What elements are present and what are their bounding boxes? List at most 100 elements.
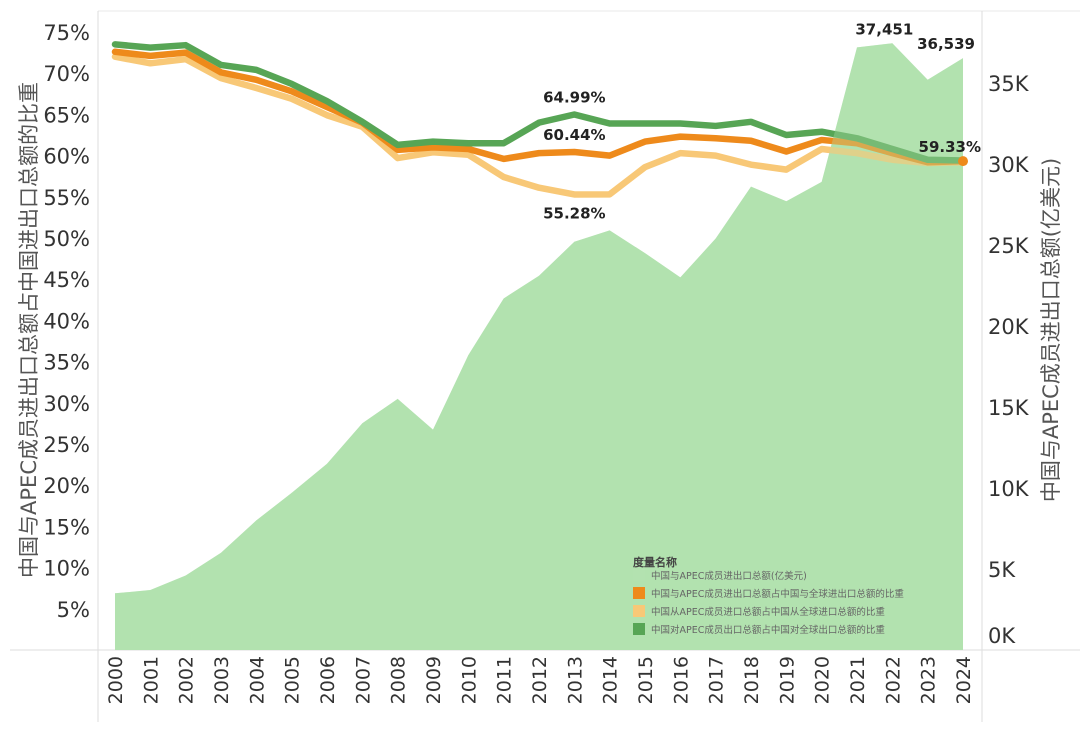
- point-total-share-2013: [572, 150, 576, 154]
- right-tick-label: 5K: [988, 558, 1016, 582]
- x-tick-label: 2023: [918, 656, 940, 704]
- legend-item-label: 中国从APEC成员进口总额占中国从全球进口总额的比重: [651, 606, 885, 618]
- legend-item-label: 中国与APEC成员进出口总额占中国与全球进出口总额的比重: [651, 588, 904, 600]
- point-import-share-2016: [678, 151, 682, 155]
- x-tick-label: 2017: [706, 656, 728, 704]
- left-tick-label: 5%: [57, 598, 90, 622]
- point-total-share-2015: [643, 140, 647, 144]
- left-tick-label: 30%: [43, 392, 90, 416]
- x-tick-label: 2021: [847, 656, 869, 704]
- x-tick-label: 2018: [741, 656, 763, 704]
- point-export-share-2017: [714, 124, 718, 128]
- area-series-trade-total: [115, 43, 963, 650]
- point-export-share-2023: [926, 158, 930, 162]
- point-export-share-2013: [572, 112, 576, 116]
- point-import-share-2006: [325, 113, 329, 117]
- x-tick-label: 2006: [317, 656, 339, 704]
- point-import-share-2010: [466, 153, 470, 157]
- data-label: 37,451: [855, 20, 913, 38]
- left-tick-label: 50%: [43, 227, 90, 251]
- x-tick-label: 2002: [176, 656, 198, 704]
- left-tick-label: 10%: [43, 557, 90, 581]
- area-layer: [114, 43, 964, 650]
- x-tick-label: 2003: [211, 656, 233, 704]
- right-tick-label: 20K: [988, 315, 1030, 339]
- point-import-share-2003: [219, 76, 223, 80]
- point-total-share-2009: [431, 145, 435, 149]
- legend-title: 度量名称: [633, 555, 677, 569]
- point-import-share-2001: [148, 61, 152, 65]
- left-tick-label: 20%: [43, 474, 90, 498]
- x-tick-label: 2016: [670, 656, 692, 704]
- point-import-share-2013: [572, 192, 576, 196]
- point-export-share-2016: [678, 121, 682, 125]
- legend-item-label: 中国对APEC成员出口总额占中国对全球出口总额的比重: [651, 624, 885, 636]
- point-import-share-2009: [431, 150, 435, 154]
- point-export-share-2014: [608, 121, 612, 125]
- point-total-share-2004: [254, 78, 258, 82]
- point-export-share-2009: [431, 140, 435, 144]
- point-export-share-2004: [254, 68, 258, 72]
- x-tick-label: 2008: [388, 656, 410, 704]
- legend-swatch: [633, 605, 645, 617]
- x-tick-label: 2019: [776, 656, 798, 704]
- right-axis-title: 中国与APEC成员进出口总额(亿美元): [1039, 158, 1063, 502]
- point-import-share-2017: [714, 154, 718, 158]
- point-import-share-2020: [820, 147, 824, 151]
- point-total-share-2019: [784, 149, 788, 153]
- x-tick-label: 2001: [140, 656, 162, 704]
- point-import-share-2000: [113, 55, 117, 59]
- data-label: 36,539: [917, 35, 975, 53]
- point-import-share-2004: [254, 86, 258, 90]
- x-tick-label: 2004: [246, 656, 268, 704]
- right-tick-label: 30K: [988, 153, 1030, 177]
- left-tick-label: 35%: [43, 351, 90, 375]
- point-total-share-2017: [714, 136, 718, 140]
- data-label: 55.28%: [543, 204, 605, 222]
- point-export-share-2006: [325, 99, 329, 103]
- x-tick-label: 2015: [635, 656, 657, 704]
- right-axis-ticks: 0K 5K 10K 15K 20K 25K 30K 35K: [988, 72, 1030, 648]
- point-total-share-2018: [749, 139, 753, 143]
- left-tick-label: 65%: [43, 103, 90, 127]
- x-axis-ticks: 2000 2001 2002 2003 2004 2005 2006 2007 2008 2009…: [105, 656, 975, 704]
- x-tick-label: 2000: [105, 656, 127, 704]
- left-tick-label: 75%: [43, 21, 90, 45]
- point-export-share-2018: [749, 120, 753, 124]
- right-tick-label: 15K: [988, 396, 1030, 420]
- right-tick-label: 25K: [988, 234, 1030, 258]
- data-label: 64.99%: [543, 88, 605, 106]
- legend-swatch: [633, 587, 645, 599]
- point-export-share-2020: [820, 130, 824, 134]
- point-total-share-2010: [466, 147, 470, 151]
- left-tick-label: 25%: [43, 433, 90, 457]
- right-tick-label: 35K: [988, 72, 1030, 96]
- x-tick-label: 2009: [423, 656, 445, 704]
- point-total-share-2006: [325, 105, 329, 109]
- point-import-share-2014: [608, 192, 612, 196]
- point-import-share-2022: [890, 158, 894, 162]
- point-import-share-2008: [396, 156, 400, 160]
- x-tick-label: 2010: [458, 656, 480, 704]
- x-tick-label: 2012: [529, 656, 551, 704]
- x-tick-label: 2013: [564, 656, 586, 704]
- point-total-share-2008: [396, 148, 400, 152]
- left-tick-label: 60%: [43, 145, 90, 169]
- x-tick-label: 2020: [812, 656, 834, 704]
- point-total-share-2011: [502, 157, 506, 161]
- point-import-share-2018: [749, 163, 753, 167]
- endpoint-marker: [958, 156, 968, 167]
- x-tick-label: 2022: [882, 656, 904, 704]
- x-tick-label: 2007: [352, 656, 374, 704]
- point-total-share-2002: [184, 51, 188, 55]
- point-export-share-2000: [113, 42, 117, 46]
- point-import-share-2021: [855, 151, 859, 155]
- legend-swatch: [633, 623, 645, 635]
- x-tick-label: 2024: [953, 656, 975, 704]
- right-tick-label: 0K: [988, 624, 1016, 648]
- point-total-share-2001: [148, 54, 152, 58]
- line-layer: [111, 41, 968, 650]
- legend: 度量名称 中国与APEC成员进出口总额(亿美元) 中国与APEC成员进出口总额占中…: [633, 555, 904, 636]
- left-axis-ticks: 5% 10% 15% 20% 25% 30% 35% 40% 45% 50% 55% 60% 65% 70…: [43, 21, 90, 622]
